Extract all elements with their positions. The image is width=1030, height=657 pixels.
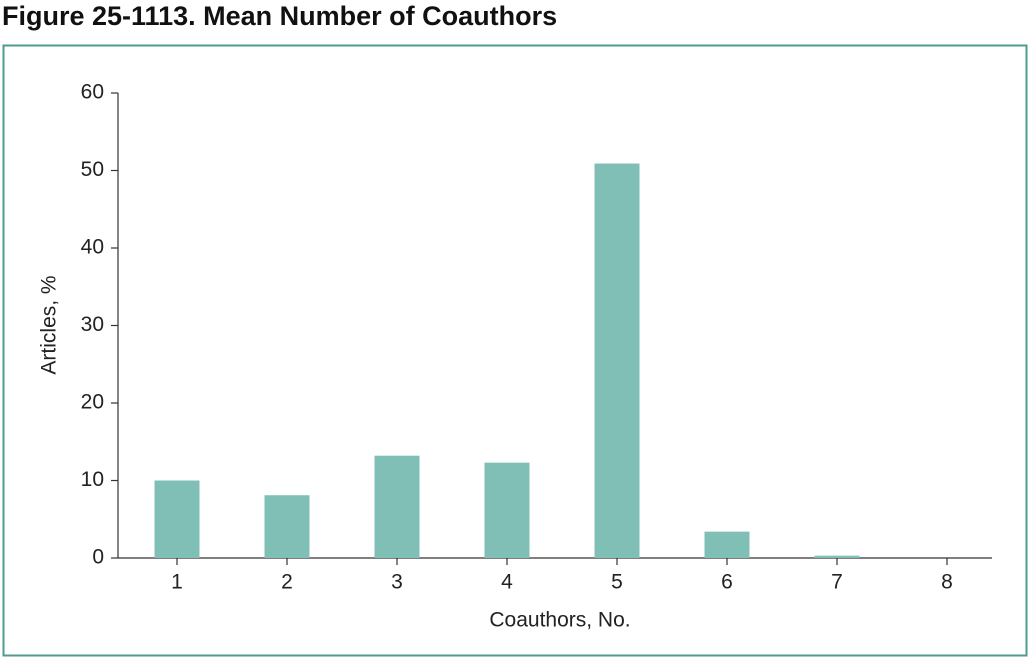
x-tick-label: 4 — [501, 571, 513, 594]
y-tick-label: 0 — [92, 546, 104, 569]
frame — [2, 44, 1028, 657]
x-tick-label: 3 — [391, 571, 403, 594]
y-axis-label: Articles, % — [38, 275, 61, 374]
chart-title: Figure 25-1113. Mean Number of Coauthors — [2, 1, 557, 31]
y-tick-label: 50 — [81, 158, 104, 181]
bar — [264, 495, 310, 558]
y-tick-label: 30 — [81, 313, 104, 336]
bar — [814, 555, 860, 558]
x-tick-label: 5 — [611, 571, 623, 594]
x-tick-label: 7 — [831, 571, 843, 594]
y-tick-label: 20 — [81, 391, 104, 414]
bar — [374, 455, 420, 558]
x-tick-label: 2 — [281, 571, 293, 594]
bar — [484, 462, 530, 558]
x-tick-label: 1 — [171, 571, 183, 594]
x-tick-label: 6 — [721, 571, 733, 594]
x-axis-label: Coauthors, No. — [489, 609, 630, 632]
bar — [594, 163, 640, 558]
bar — [704, 531, 750, 558]
y-tick-label: 10 — [81, 468, 104, 491]
x-tick-label: 8 — [941, 571, 953, 594]
y-tick-label: 60 — [81, 81, 104, 104]
y-tick-label: 40 — [81, 236, 104, 259]
bar — [154, 480, 200, 558]
